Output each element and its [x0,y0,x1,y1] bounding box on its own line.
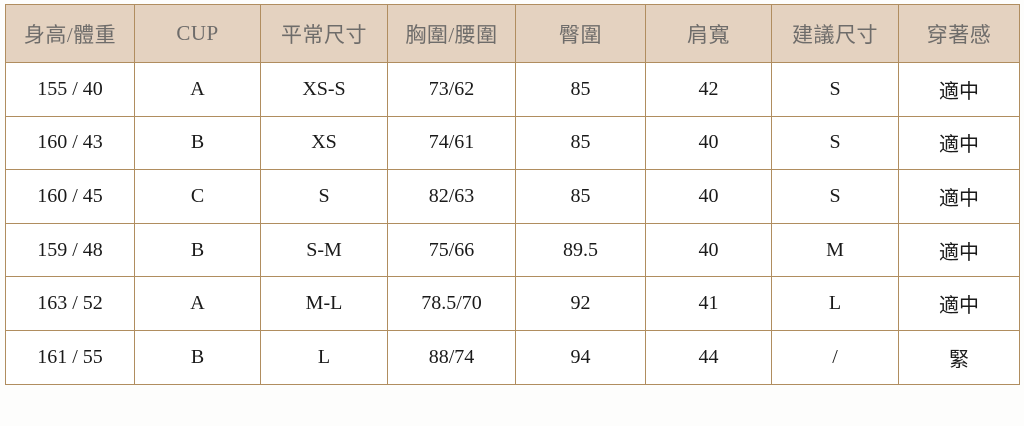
table-row: 160 / 45 C S 82/63 85 40 S 適中 [5,169,1020,224]
column-header-bust-waist: 胸圍/腰圍 [387,4,516,63]
column-header-fit-feel: 穿著感 [898,4,1020,63]
cell-recommended-size: S [771,169,899,224]
cell-usual-size: L [260,329,388,385]
cell-cup: C [134,169,261,224]
cell-bust-waist: 78.5/70 [387,276,516,331]
cell-recommended-size: S [771,115,899,171]
table-header-row: 身高/體重 CUP 平常尺寸 胸圍/腰圍 臀圍 肩寬 建議尺寸 穿著感 [5,4,1020,63]
column-header-usual-size: 平常尺寸 [260,4,388,63]
cell-usual-size: XS-S [260,62,388,117]
table-row: 160 / 43 B XS 74/61 85 40 S 適中 [5,115,1020,171]
cell-height-weight: 160 / 43 [5,115,135,171]
cell-height-weight: 159 / 48 [5,222,135,278]
cell-shoulder: 40 [645,169,772,224]
column-header-hip: 臀圍 [515,4,646,63]
cell-cup: B [134,115,261,171]
cell-hip: 85 [515,169,646,224]
cell-hip: 92 [515,276,646,331]
cell-bust-waist: 74/61 [387,115,516,171]
cell-hip: 85 [515,115,646,171]
cell-usual-size: S-M [260,222,388,278]
table-header-row-group: 身高/體重 CUP 平常尺寸 胸圍/腰圍 臀圍 肩寬 建議尺寸 穿著感 [5,4,1020,63]
cell-recommended-size: S [771,62,899,117]
cell-height-weight: 160 / 45 [5,169,135,224]
cell-fit-feel: 適中 [898,276,1020,331]
cell-bust-waist: 73/62 [387,62,516,117]
cell-hip: 89.5 [515,222,646,278]
cell-recommended-size: L [771,276,899,331]
cell-hip: 85 [515,62,646,117]
cell-recommended-size: M [771,222,899,278]
cell-shoulder: 42 [645,62,772,117]
cell-shoulder: 41 [645,276,772,331]
table-row: 155 / 40 A XS-S 73/62 85 42 S 適中 [5,62,1020,117]
cell-fit-feel: 適中 [898,115,1020,171]
cell-height-weight: 161 / 55 [5,329,135,385]
table-row: 163 / 52 A M-L 78.5/70 92 41 L 適中 [5,276,1020,331]
cell-recommended-size: / [771,329,899,385]
cell-usual-size: XS [260,115,388,171]
table-row: 161 / 55 B L 88/74 94 44 / 緊 [5,329,1020,385]
cell-cup: B [134,329,261,385]
cell-height-weight: 155 / 40 [5,62,135,117]
cell-shoulder: 40 [645,222,772,278]
cell-fit-feel: 適中 [898,169,1020,224]
cell-bust-waist: 88/74 [387,329,516,385]
cell-fit-feel: 緊 [898,329,1020,385]
column-header-shoulder-width: 肩寬 [645,4,772,63]
cell-hip: 94 [515,329,646,385]
cell-usual-size: S [260,169,388,224]
cell-fit-feel: 適中 [898,222,1020,278]
cell-usual-size: M-L [260,276,388,331]
cell-cup: A [134,276,261,331]
table-row: 159 / 48 B S-M 75/66 89.5 40 M 適中 [5,222,1020,278]
column-header-recommended-size: 建議尺寸 [771,4,899,63]
cell-bust-waist: 82/63 [387,169,516,224]
size-chart-container: 身高/體重 CUP 平常尺寸 胸圍/腰圍 臀圍 肩寬 建議尺寸 穿著感 155 … [5,4,1020,385]
cell-bust-waist: 75/66 [387,222,516,278]
column-header-cup: CUP [134,4,261,63]
table-body: 155 / 40 A XS-S 73/62 85 42 S 適中 160 / 4… [5,62,1020,385]
cell-shoulder: 44 [645,329,772,385]
cell-height-weight: 163 / 52 [5,276,135,331]
cell-cup: B [134,222,261,278]
size-reference-table: 身高/體重 CUP 平常尺寸 胸圍/腰圍 臀圍 肩寬 建議尺寸 穿著感 155 … [5,4,1020,385]
cell-fit-feel: 適中 [898,62,1020,117]
column-header-height-weight: 身高/體重 [5,4,135,63]
cell-shoulder: 40 [645,115,772,171]
cell-cup: A [134,62,261,117]
